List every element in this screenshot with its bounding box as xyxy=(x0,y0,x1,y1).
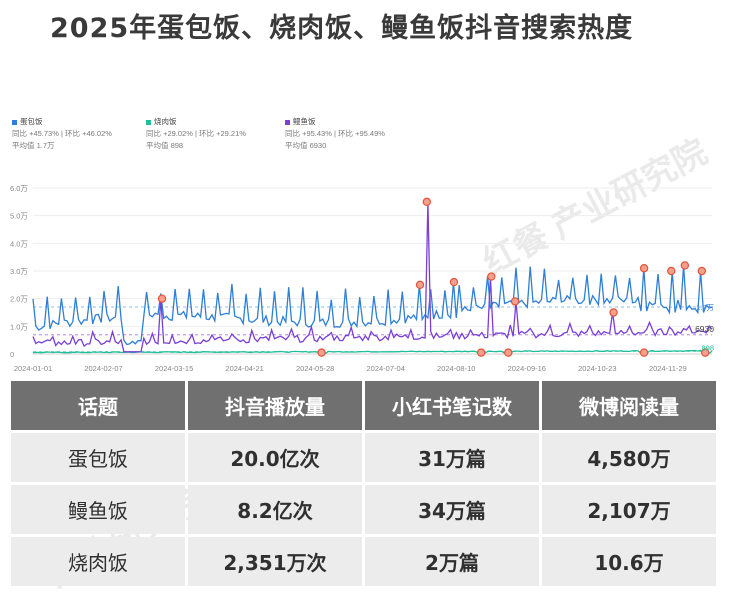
x-tick-label: 2024-04-21 xyxy=(225,364,263,373)
x-tick-label: 2024-09-16 xyxy=(508,364,546,373)
header-weibo: 微博阅读量 xyxy=(542,381,716,430)
end-label-pork: 898 xyxy=(701,344,714,353)
header-topic: 话题 xyxy=(11,381,185,430)
legend-average: 平均值 1.7万 xyxy=(12,141,55,150)
peak-marker xyxy=(317,348,326,357)
peak-marker xyxy=(639,348,649,357)
cell-douyin: 8.2亿次 xyxy=(188,485,362,534)
peak-marker xyxy=(609,308,618,317)
cell-topic: 烧肉饭 xyxy=(11,537,185,586)
page-title: 2025年蛋包饭、烧肉饭、鳗鱼饭抖音搜索热度 xyxy=(50,13,634,44)
cell-weibo: 4,580万 xyxy=(542,433,716,482)
legend-name: 蛋包饭 xyxy=(20,117,43,126)
legend-swatch xyxy=(12,119,17,125)
series-line-pork xyxy=(32,349,713,355)
legend-item-eel[interactable]: 鳗鱼饭 同比 +95.43% | 环比 +95.49% 平均值 6930 xyxy=(285,116,385,152)
peak-marker xyxy=(157,294,167,303)
peak-marker xyxy=(639,264,649,273)
peak-marker xyxy=(504,348,513,357)
line-chart: 0 1.0万 2.0万 3.0万 4.0万 5.0万 6.0万 2024-01-01 2024-… xyxy=(10,184,714,373)
legend-item-pork[interactable]: 烧肉饭 同比 +29.02% | 环比 +29.21% 平均值 898 xyxy=(146,116,246,152)
peak-marker xyxy=(415,280,425,290)
table-row: 蛋包饭 20.0亿次 31万篇 4,580万 xyxy=(11,433,716,482)
peak-marker xyxy=(680,261,690,270)
legend-average: 平均值 6930 xyxy=(285,141,327,150)
cell-xiaohongshu: 34万篇 xyxy=(365,485,539,534)
y-tick-label: 6.0万 xyxy=(10,184,28,193)
y-tick-label: 1.0万 xyxy=(10,322,28,331)
peak-marker xyxy=(701,348,710,357)
header-douyin: 抖音播放量 xyxy=(188,381,362,430)
series-line-egg xyxy=(32,265,713,346)
table-row: 烧肉饭 2,351万次 2万篇 10.6万 xyxy=(11,537,716,586)
cell-xiaohongshu: 2万篇 xyxy=(365,537,539,586)
peak-marker xyxy=(510,297,520,306)
y-tick-label: 4.0万 xyxy=(10,239,28,248)
header-xiaohongshu: 小红书笔记数 xyxy=(365,381,539,430)
end-label-eel: 6930 xyxy=(695,324,714,334)
cell-douyin: 2,351万次 xyxy=(188,537,362,586)
legend-swatch xyxy=(146,119,151,125)
legend-stats: 同比 +29.02% | 环比 +29.21% xyxy=(146,129,246,138)
y-tick-label: 2.0万 xyxy=(10,295,28,304)
series-line-eel xyxy=(32,201,713,353)
peak-marker xyxy=(487,272,496,281)
peak-marker xyxy=(667,266,676,276)
peak-marker xyxy=(422,197,432,207)
x-tick-label: 2024-11-29 xyxy=(649,364,687,373)
cell-douyin: 20.0亿次 xyxy=(188,433,362,482)
cell-weibo: 10.6万 xyxy=(542,537,716,586)
stats-table: 话题 抖音播放量 小红书笔记数 微博阅读量 蛋包饭 20.0亿次 31万篇 4,… xyxy=(8,378,719,589)
peak-marker xyxy=(449,277,459,287)
cell-xiaohongshu: 31万篇 xyxy=(365,433,539,482)
y-tick-label: 5.0万 xyxy=(10,212,28,221)
table-row: 鳗鱼饭 8.2亿次 34万篇 2,107万 xyxy=(11,485,716,534)
legend-name: 鳗鱼饭 xyxy=(293,117,316,126)
cell-topic: 鳗鱼饭 xyxy=(11,485,185,534)
y-tick-label: 0 xyxy=(10,350,14,359)
peak-marker xyxy=(476,348,486,357)
x-tick-label: 2024-02-07 xyxy=(84,364,122,373)
x-tick-label: 2024-10-23 xyxy=(578,364,616,373)
legend-stats: 同比 +95.43% | 环比 +95.49% xyxy=(285,129,385,138)
x-tick-label: 2024-01-01 xyxy=(14,364,52,373)
legend-name: 烧肉饭 xyxy=(154,117,177,126)
table-header-row: 话题 抖音播放量 小红书笔记数 微博阅读量 xyxy=(11,381,716,430)
x-tick-label: 2024-03-15 xyxy=(155,364,193,373)
y-tick-label: 3.0万 xyxy=(10,267,28,276)
cell-topic: 蛋包饭 xyxy=(11,433,185,482)
peak-marker xyxy=(697,266,707,276)
legend-average: 平均值 898 xyxy=(146,141,184,150)
x-tick-label: 2024-08-10 xyxy=(437,364,475,373)
x-tick-label: 2024-07-04 xyxy=(367,364,405,373)
x-tick-label: 2024-05-28 xyxy=(296,364,334,373)
end-label-egg: 1.7万 xyxy=(696,303,714,312)
legend-swatch xyxy=(285,119,290,125)
legend-item-egg[interactable]: 蛋包饭 同比 +45.73% | 环比 +46.02% 平均值 1.7万 xyxy=(12,116,112,152)
cell-weibo: 2,107万 xyxy=(542,485,716,534)
legend-stats: 同比 +45.73% | 环比 +46.02% xyxy=(12,129,112,138)
